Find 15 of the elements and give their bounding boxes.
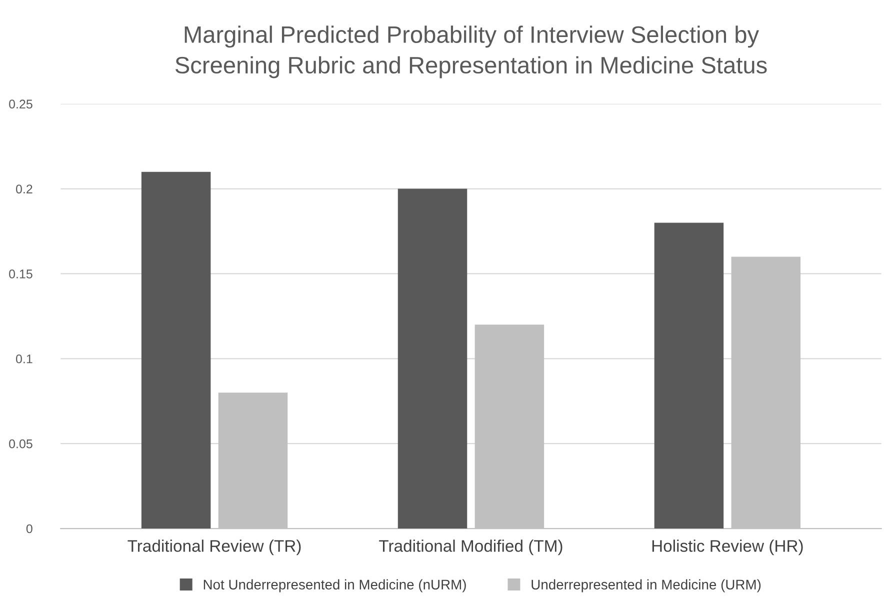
x-tick-label: Traditional Review (TR) [128,540,301,556]
x-tick-label: Traditional Modified (TM) [379,540,562,556]
x-tick-label: Holistic Review (HR) [652,540,803,556]
y-tick-label: 0.05 [9,439,32,448]
y-tick-label: 0.1 [16,354,32,364]
legend-label: Underrepresented in Medicine (URM) [532,579,761,592]
legend-label: Not Underrepresented in Medicine (nURM) [204,579,466,592]
y-tick-label: 0.25 [9,100,32,109]
chart-title: Marginal Predicted Probability of Interview Selection by Screening Rubric and Representation in Medicine Status [175,26,767,78]
bar [654,222,724,529]
y-tick-label: 0 [26,524,32,534]
y-tick-label: 0.15 [9,270,32,278]
y-tick-label: 0.2 [16,184,32,194]
bar [141,172,211,529]
bar [398,188,468,529]
